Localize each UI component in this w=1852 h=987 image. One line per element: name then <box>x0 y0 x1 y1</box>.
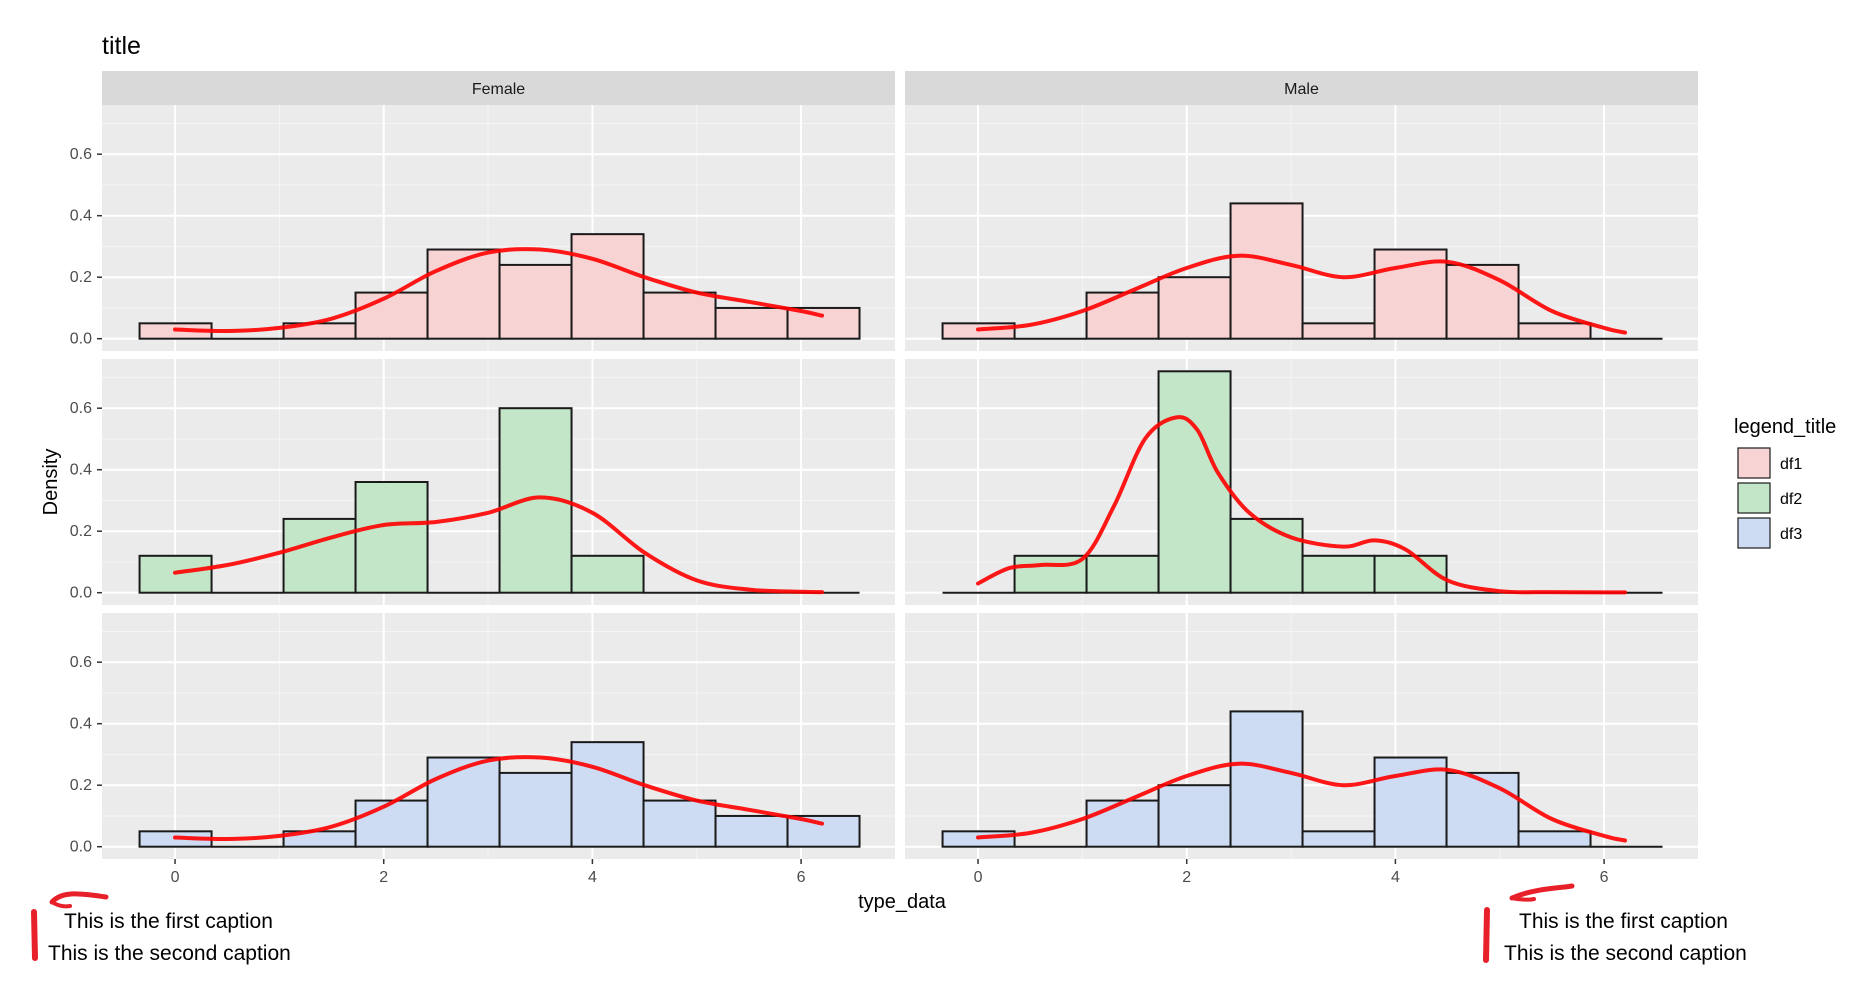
panel-male-df1 <box>905 105 1698 351</box>
panel-male-df3: 0 2 4 6 <box>905 613 1698 886</box>
histogram-bar <box>1301 830 1376 848</box>
right-bar-annotation <box>1483 907 1490 963</box>
caption-first-left: This is the first caption <box>64 910 273 933</box>
y-tick-label: 0.4 <box>70 208 92 225</box>
density-curve <box>976 415 1627 595</box>
facet-panels: 0.0 0.2 0.4 0.6 0.0 0.2 0.4 0.6 0.0 0.2 0.4 0.6 0 2 4 6… <box>70 105 1698 886</box>
histogram-bar <box>354 481 429 594</box>
histogram-bar <box>786 306 861 340</box>
histogram-bar <box>1157 784 1232 848</box>
histogram-bar <box>426 248 501 340</box>
panel-female-df2: 0.0 0.2 0.4 0.6 <box>70 359 895 605</box>
caption-block-right: This is the first caption This is the se… <box>1483 883 1747 965</box>
facet-strip-male: Male <box>905 71 1698 105</box>
panel-female-df3: 0.0 0.2 0.4 0.6 0 2 4 6 <box>70 613 895 886</box>
right-arrow-annotation <box>1509 883 1575 901</box>
histogram-bar <box>1157 370 1232 594</box>
histogram-bar <box>1085 554 1160 594</box>
x-tick-label: 0 <box>171 869 180 886</box>
right-arrow-tip-annotation <box>1510 896 1536 902</box>
y-tick-label: 0.6 <box>70 654 92 671</box>
y-axis-title: Density <box>40 449 62 516</box>
x-tick-label: 6 <box>797 869 806 886</box>
density-curve <box>173 755 824 842</box>
density-curve <box>976 761 1627 843</box>
caption-second-left: This is the second caption <box>48 942 291 965</box>
histogram-bar <box>1445 771 1520 848</box>
legend: legend_title df1 df2 df3 <box>1734 416 1836 549</box>
density-curve <box>173 247 824 334</box>
panel-female-df1: 0.0 0.2 0.4 0.6 <box>70 105 895 351</box>
panel-male-df2 <box>905 359 1698 605</box>
histogram-bar <box>354 799 429 848</box>
x-tick-label: 0 <box>974 869 983 886</box>
left-arrow-tip-annotation <box>50 900 72 909</box>
histogram-bar <box>1229 202 1304 340</box>
histogram-bar <box>1373 248 1448 340</box>
histogram-bar <box>714 306 789 340</box>
histogram-bar <box>1517 830 1592 848</box>
legend-label-df2: df2 <box>1780 491 1802 508</box>
histogram-bar <box>498 771 573 848</box>
legend-title: legend_title <box>1734 416 1836 438</box>
x-tick-label: 4 <box>1391 869 1400 886</box>
left-bar-annotation <box>31 909 38 961</box>
y-tick-label: 0.2 <box>70 523 92 540</box>
histogram-bar <box>714 814 789 848</box>
histogram-bar <box>1301 322 1376 340</box>
density-curve <box>976 253 1627 335</box>
histogram-bar <box>282 517 357 594</box>
caption-first-right: This is the first caption <box>1519 910 1728 933</box>
x-tick-label: 4 <box>588 869 597 886</box>
histogram-bar <box>786 814 861 848</box>
y-tick-label: 0.6 <box>70 400 92 417</box>
histogram-bar <box>570 554 645 594</box>
histogram-bar <box>570 741 645 848</box>
histogram-bar <box>570 233 645 340</box>
y-tick-label: 0.2 <box>70 777 92 794</box>
histogram-bar <box>1301 554 1376 594</box>
strip-label-male: Male <box>1284 81 1319 98</box>
left-arrow-annotation <box>49 891 109 905</box>
x-tick-label: 2 <box>1182 869 1191 886</box>
density-curve <box>173 495 824 595</box>
legend-entry-df1: df1 <box>1737 447 1802 479</box>
legend-entry-df2: df2 <box>1737 482 1802 514</box>
y-tick-label: 0.4 <box>70 716 92 733</box>
y-tick-label: 0.2 <box>70 269 92 286</box>
histogram-bar <box>642 799 717 848</box>
facet-strip-female: Female <box>102 71 895 105</box>
y-tick-label: 0.0 <box>70 839 92 856</box>
legend-swatch-df3 <box>1737 517 1771 549</box>
chart-title: title <box>102 32 141 60</box>
histogram-bar <box>642 291 717 340</box>
strip-label-female: Female <box>472 81 525 98</box>
x-tick-label: 2 <box>379 869 388 886</box>
legend-label-df1: df1 <box>1780 456 1802 473</box>
histogram-bar <box>498 263 573 340</box>
x-tick-label: 6 <box>1600 869 1609 886</box>
legend-entry-df3: df3 <box>1737 517 1802 549</box>
histogram-bar <box>1013 554 1088 594</box>
y-tick-label: 0.0 <box>70 331 92 348</box>
caption-second-right: This is the second caption <box>1504 942 1747 965</box>
histogram-bar <box>1517 322 1592 340</box>
histogram-bar <box>1229 710 1304 848</box>
histogram-bar <box>1157 276 1232 340</box>
histogram-bar <box>1229 517 1304 594</box>
y-tick-label: 0.4 <box>70 462 92 479</box>
histogram-bar <box>1085 799 1160 848</box>
histogram-bar <box>1085 291 1160 340</box>
x-axis-title: type_data <box>858 891 947 913</box>
histogram-bar <box>426 756 501 848</box>
y-tick-label: 0.6 <box>70 146 92 163</box>
histogram-bar <box>1445 263 1520 340</box>
legend-label-df3: df3 <box>1780 526 1802 543</box>
legend-swatch-df1 <box>1737 447 1771 479</box>
histogram-bar <box>354 291 429 340</box>
caption-block-left: This is the first caption This is the se… <box>31 891 291 965</box>
legend-swatch-df2 <box>1737 482 1771 514</box>
y-tick-label: 0.0 <box>70 585 92 602</box>
